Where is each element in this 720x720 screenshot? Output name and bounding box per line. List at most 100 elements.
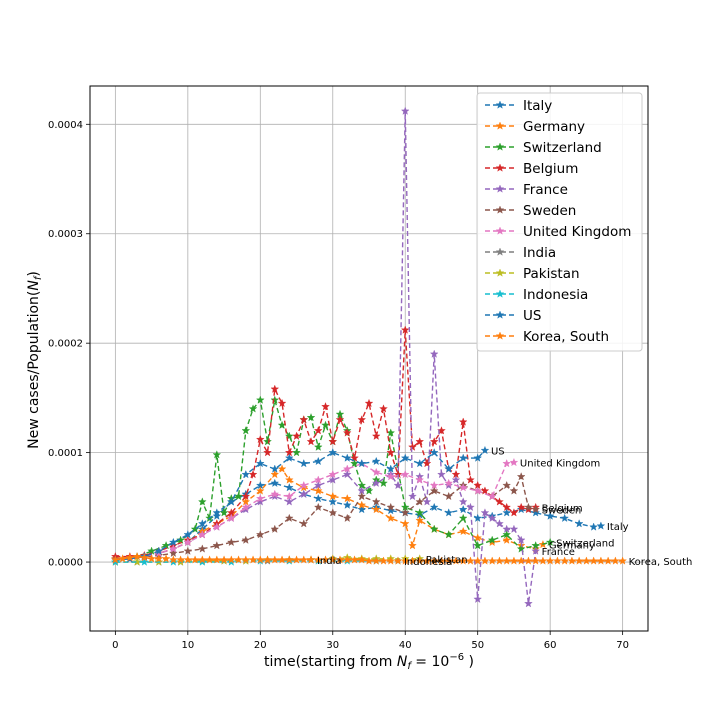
data-point bbox=[444, 491, 454, 501]
legend-entry: Italy bbox=[485, 98, 552, 114]
data-point bbox=[342, 500, 352, 509]
data-point bbox=[140, 553, 149, 562]
data-point bbox=[386, 506, 396, 515]
data-point bbox=[118, 554, 127, 563]
data-point bbox=[429, 524, 439, 533]
data-point bbox=[415, 458, 425, 468]
data-point bbox=[255, 395, 265, 404]
data-point bbox=[350, 453, 359, 462]
data-point bbox=[415, 497, 425, 506]
data-point bbox=[502, 502, 512, 512]
legend-entry: Germany bbox=[485, 119, 585, 135]
data-point bbox=[190, 524, 200, 533]
data-point bbox=[226, 513, 236, 522]
data-point bbox=[335, 555, 345, 564]
legend-marker bbox=[495, 205, 505, 214]
legend-label: United Kingdom bbox=[523, 224, 631, 240]
end-label: United Kingdom bbox=[520, 458, 600, 469]
data-point bbox=[509, 556, 519, 565]
data-point bbox=[342, 428, 352, 437]
data-point bbox=[241, 426, 251, 435]
data-point bbox=[422, 458, 432, 468]
legend-entry: US bbox=[485, 308, 541, 324]
data-point bbox=[386, 513, 396, 522]
series-korea-south bbox=[111, 552, 627, 565]
data-point bbox=[458, 497, 468, 506]
end-label: India bbox=[317, 556, 342, 567]
data-point bbox=[509, 524, 519, 533]
data-point bbox=[553, 556, 562, 565]
data-point bbox=[371, 556, 381, 565]
data-point bbox=[168, 555, 178, 564]
end-label: Indonesia bbox=[404, 557, 452, 568]
data-point bbox=[509, 508, 519, 517]
data-point bbox=[168, 537, 178, 547]
y-tick-label: 0.0004 bbox=[48, 120, 83, 131]
y-tick-label: 0.0001 bbox=[48, 448, 83, 459]
data-point bbox=[284, 555, 294, 564]
series-line bbox=[115, 449, 486, 561]
legend-entry: France bbox=[485, 182, 568, 198]
data-point bbox=[408, 442, 417, 451]
data-point bbox=[342, 494, 352, 503]
data-point bbox=[292, 448, 301, 457]
data-point bbox=[299, 458, 309, 468]
data-point bbox=[400, 469, 410, 479]
data-point bbox=[502, 508, 512, 517]
data-point bbox=[190, 555, 200, 564]
data-point bbox=[516, 556, 526, 565]
data-point bbox=[495, 519, 504, 528]
data-point bbox=[226, 537, 236, 547]
x-tick-label: 40 bbox=[399, 640, 412, 651]
legend-marker bbox=[495, 268, 505, 277]
data-point bbox=[611, 556, 620, 565]
data-point bbox=[502, 530, 512, 539]
data-point bbox=[284, 491, 294, 501]
data-point bbox=[154, 554, 164, 563]
data-point bbox=[299, 555, 309, 564]
data-point bbox=[357, 500, 367, 509]
data-point bbox=[502, 480, 512, 490]
data-point bbox=[524, 599, 533, 608]
data-point bbox=[226, 555, 236, 564]
data-point bbox=[480, 486, 490, 495]
data-point bbox=[393, 556, 403, 565]
data-point bbox=[516, 472, 526, 481]
series-line bbox=[115, 330, 536, 558]
data-point bbox=[212, 555, 222, 564]
data-point bbox=[183, 555, 193, 564]
data-point bbox=[197, 530, 207, 539]
data-point bbox=[473, 556, 483, 565]
data-point bbox=[429, 448, 439, 457]
data-point bbox=[357, 491, 367, 501]
data-point bbox=[299, 489, 309, 498]
data-point bbox=[400, 556, 410, 565]
data-point bbox=[473, 541, 483, 550]
data-point bbox=[328, 491, 338, 501]
data-point bbox=[603, 556, 613, 565]
data-point bbox=[371, 478, 381, 487]
data-point bbox=[255, 434, 265, 444]
data-point bbox=[415, 437, 425, 446]
data-point bbox=[371, 497, 381, 506]
data-point bbox=[241, 535, 251, 544]
end-label: Sweden bbox=[542, 506, 582, 517]
data-point bbox=[241, 555, 251, 564]
data-point bbox=[480, 508, 490, 517]
data-point bbox=[567, 556, 577, 565]
legend-entry: Switzerland bbox=[485, 140, 602, 156]
data-point bbox=[400, 106, 410, 115]
data-point bbox=[219, 508, 229, 517]
legend: Italy Germany Switzerland Belgium France Swed… bbox=[476, 92, 643, 352]
data-point bbox=[379, 404, 388, 413]
data-point bbox=[241, 469, 251, 479]
data-point bbox=[487, 556, 497, 565]
legend-label: Indonesia bbox=[523, 287, 588, 303]
data-point bbox=[458, 483, 468, 492]
legend-label: Korea, South bbox=[523, 329, 609, 345]
data-point bbox=[415, 475, 425, 484]
data-point bbox=[531, 504, 541, 514]
legend-marker bbox=[495, 163, 505, 172]
data-point bbox=[386, 464, 396, 473]
data-point bbox=[458, 556, 468, 565]
